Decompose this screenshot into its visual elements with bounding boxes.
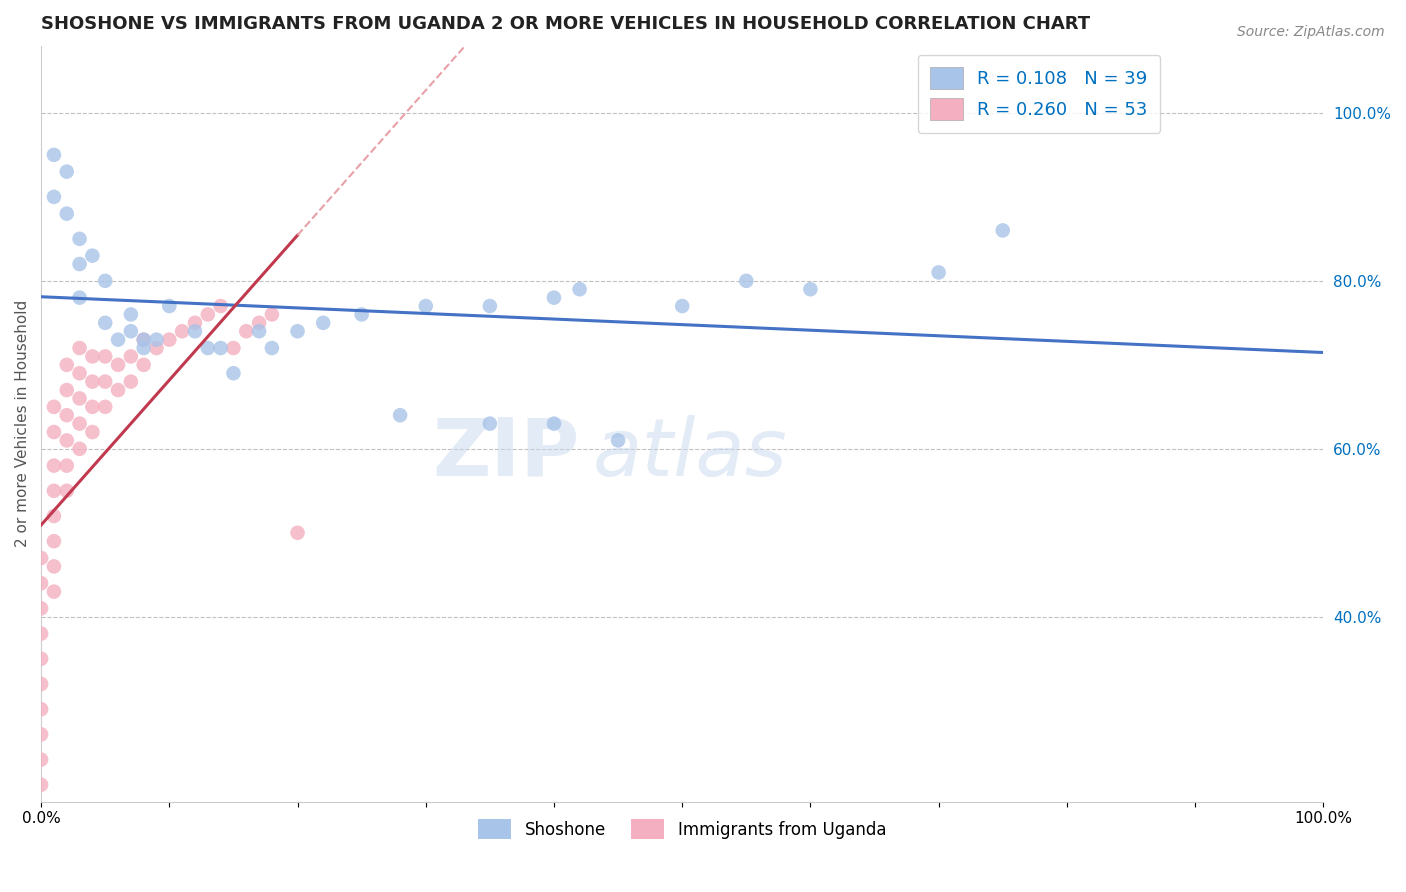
Point xyxy=(42,483,65,498)
Point xyxy=(30,551,52,566)
Point xyxy=(735,274,758,288)
Text: SHOSHONE VS IMMIGRANTS FROM UGANDA 2 OR MORE VEHICLES IN HOUSEHOLD CORRELATION C: SHOSHONE VS IMMIGRANTS FROM UGANDA 2 OR … xyxy=(41,15,1090,33)
Point xyxy=(260,341,283,355)
Point xyxy=(157,333,180,347)
Legend: Shoshone, Immigrants from Uganda: Shoshone, Immigrants from Uganda xyxy=(471,813,893,847)
Point xyxy=(478,417,501,431)
Point xyxy=(107,333,129,347)
Point xyxy=(69,257,91,271)
Y-axis label: 2 or more Vehicles in Household: 2 or more Vehicles in Household xyxy=(15,300,30,548)
Point xyxy=(222,366,245,380)
Point xyxy=(312,316,335,330)
Point xyxy=(55,408,77,422)
Point xyxy=(184,324,207,338)
Point xyxy=(55,164,77,178)
Point xyxy=(120,324,142,338)
Point xyxy=(82,375,104,389)
Point xyxy=(42,534,65,549)
Text: ZIP: ZIP xyxy=(433,415,579,493)
Point xyxy=(209,341,232,355)
Point xyxy=(120,350,142,364)
Point xyxy=(55,383,77,397)
Point xyxy=(30,778,52,792)
Point xyxy=(94,316,117,330)
Point xyxy=(55,458,77,473)
Point xyxy=(107,383,129,397)
Point xyxy=(69,232,91,246)
Text: Source: ZipAtlas.com: Source: ZipAtlas.com xyxy=(1237,25,1385,39)
Point xyxy=(30,702,52,716)
Point xyxy=(55,483,77,498)
Point xyxy=(671,299,693,313)
Point xyxy=(42,400,65,414)
Point xyxy=(120,308,142,322)
Point xyxy=(222,341,245,355)
Point xyxy=(94,400,117,414)
Point xyxy=(209,299,232,313)
Point xyxy=(69,442,91,456)
Point xyxy=(543,417,565,431)
Point xyxy=(107,358,129,372)
Point xyxy=(69,366,91,380)
Point xyxy=(30,753,52,767)
Text: atlas: atlas xyxy=(592,415,787,493)
Point xyxy=(607,434,630,448)
Point xyxy=(799,282,821,296)
Point xyxy=(415,299,437,313)
Point xyxy=(172,324,194,338)
Point xyxy=(132,333,155,347)
Point xyxy=(543,291,565,305)
Point xyxy=(132,358,155,372)
Point xyxy=(120,375,142,389)
Point xyxy=(42,190,65,204)
Point xyxy=(260,308,283,322)
Point xyxy=(991,223,1014,237)
Point xyxy=(30,626,52,640)
Point xyxy=(350,308,373,322)
Point xyxy=(55,358,77,372)
Point xyxy=(287,324,309,338)
Point xyxy=(69,291,91,305)
Point xyxy=(184,316,207,330)
Point xyxy=(42,559,65,574)
Point xyxy=(568,282,591,296)
Point xyxy=(82,249,104,263)
Point xyxy=(132,333,155,347)
Point xyxy=(235,324,257,338)
Point xyxy=(30,576,52,591)
Point xyxy=(69,417,91,431)
Point xyxy=(247,324,270,338)
Point xyxy=(94,350,117,364)
Point xyxy=(197,308,219,322)
Point xyxy=(55,207,77,221)
Point xyxy=(30,601,52,615)
Point xyxy=(94,274,117,288)
Point xyxy=(132,341,155,355)
Point xyxy=(82,400,104,414)
Point xyxy=(42,425,65,439)
Point xyxy=(69,341,91,355)
Point xyxy=(42,458,65,473)
Point xyxy=(42,584,65,599)
Point xyxy=(928,265,950,279)
Point xyxy=(287,525,309,540)
Point xyxy=(82,350,104,364)
Point xyxy=(82,425,104,439)
Point xyxy=(69,392,91,406)
Point xyxy=(94,375,117,389)
Point xyxy=(145,333,167,347)
Point xyxy=(55,434,77,448)
Point xyxy=(30,677,52,691)
Point xyxy=(478,299,501,313)
Point xyxy=(389,408,412,422)
Point xyxy=(30,727,52,741)
Point xyxy=(42,508,65,523)
Point xyxy=(157,299,180,313)
Point xyxy=(197,341,219,355)
Point xyxy=(30,652,52,666)
Point xyxy=(247,316,270,330)
Point xyxy=(145,341,167,355)
Point xyxy=(42,148,65,162)
